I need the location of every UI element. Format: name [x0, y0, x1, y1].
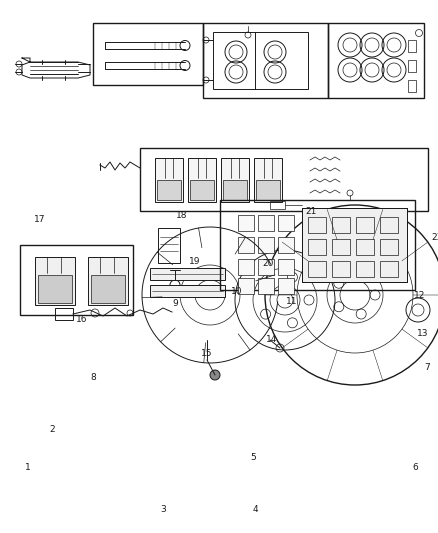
Text: 21: 21	[305, 207, 317, 216]
Text: 8: 8	[90, 374, 96, 383]
Bar	[278, 278, 294, 294]
Text: 10: 10	[231, 287, 243, 296]
Bar	[332, 261, 350, 277]
Text: 5: 5	[250, 454, 256, 463]
Bar	[258, 278, 274, 294]
Bar	[356, 217, 374, 233]
Bar	[254, 158, 282, 202]
Bar	[158, 228, 180, 263]
Bar	[380, 239, 398, 255]
Text: 19: 19	[189, 257, 201, 266]
Bar	[91, 275, 125, 303]
Bar	[220, 200, 415, 290]
Bar	[302, 208, 407, 282]
Bar	[157, 180, 181, 200]
Bar	[88, 257, 128, 305]
Text: 6: 6	[412, 463, 418, 472]
Bar	[328, 23, 424, 98]
Bar	[203, 23, 328, 98]
Text: 16: 16	[76, 316, 88, 325]
Bar	[408, 80, 416, 92]
Bar	[332, 239, 350, 255]
Circle shape	[210, 370, 220, 380]
Text: 9: 9	[172, 298, 178, 308]
Text: 4: 4	[252, 505, 258, 514]
Bar	[356, 261, 374, 277]
Bar	[380, 217, 398, 233]
Bar	[258, 237, 274, 253]
Bar	[332, 217, 350, 233]
Text: 18: 18	[176, 211, 188, 220]
Bar	[93, 23, 203, 85]
Bar	[150, 268, 225, 280]
Bar	[221, 158, 249, 202]
Text: 3: 3	[160, 505, 166, 514]
Text: 14: 14	[266, 335, 278, 344]
Bar	[278, 237, 294, 253]
Text: 23: 23	[431, 232, 438, 241]
Bar	[35, 257, 75, 305]
Bar	[213, 32, 308, 89]
Bar	[258, 215, 274, 231]
Bar	[238, 237, 254, 253]
Bar	[302, 208, 407, 282]
Text: 1: 1	[25, 464, 31, 472]
Bar	[408, 40, 416, 52]
Bar	[238, 259, 254, 275]
Bar	[258, 259, 274, 275]
Bar	[190, 180, 214, 200]
Bar	[270, 201, 285, 209]
Bar	[408, 60, 416, 72]
Text: 20: 20	[262, 259, 274, 268]
Bar	[150, 285, 225, 297]
Bar	[140, 148, 428, 211]
Text: 15: 15	[201, 349, 213, 358]
Bar	[38, 275, 72, 303]
Bar	[188, 158, 216, 202]
Text: 7: 7	[424, 364, 430, 373]
Bar	[308, 261, 326, 277]
Bar	[278, 259, 294, 275]
Bar	[356, 239, 374, 255]
Bar	[308, 239, 326, 255]
Text: 17: 17	[34, 215, 46, 224]
Text: 2: 2	[49, 425, 55, 434]
Bar	[55, 308, 73, 320]
Bar	[278, 215, 294, 231]
Text: 11: 11	[286, 297, 298, 306]
Bar	[20, 245, 133, 315]
Bar	[380, 261, 398, 277]
Bar	[238, 278, 254, 294]
Text: 12: 12	[414, 290, 426, 300]
Bar	[223, 180, 247, 200]
Text: 13: 13	[417, 328, 429, 337]
Bar	[238, 215, 254, 231]
Bar	[308, 217, 326, 233]
Bar	[155, 158, 183, 202]
Bar	[256, 180, 280, 200]
